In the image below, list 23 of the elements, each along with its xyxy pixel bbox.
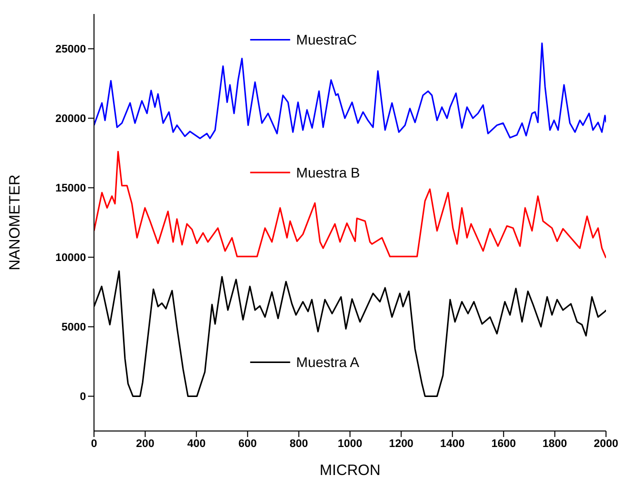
legend-label: Muestra B bbox=[296, 164, 360, 180]
x-tick-label: 1800 bbox=[542, 438, 568, 450]
x-tick-label: 1200 bbox=[388, 438, 414, 450]
y-tick-label: 5000 bbox=[62, 322, 86, 334]
x-tick-label: 800 bbox=[290, 438, 308, 450]
y-tick-label: 0 bbox=[80, 391, 86, 404]
x-tick-label: 1600 bbox=[491, 438, 516, 450]
x-tick-label: 1400 bbox=[440, 438, 465, 450]
legend-label: Muestra A bbox=[296, 354, 360, 370]
y-tick-label: 25000 bbox=[55, 44, 86, 56]
x-tick-label: 1000 bbox=[338, 438, 362, 450]
x-tick-label: 400 bbox=[187, 438, 206, 450]
legend-label: MuestraC bbox=[296, 32, 357, 48]
line-series bbox=[94, 150, 606, 259]
x-tick-label: 0 bbox=[90, 438, 98, 450]
y-tick-label: 15000 bbox=[55, 182, 86, 195]
x-tick-label: 600 bbox=[238, 438, 257, 450]
x-tick-label: 2000 bbox=[594, 438, 618, 450]
y-tick-label: 20000 bbox=[55, 113, 86, 126]
y-tick-label: 10000 bbox=[55, 252, 86, 264]
y-axis-title: NANOMETER bbox=[6, 174, 24, 270]
x-tick-label: 200 bbox=[136, 438, 154, 450]
x-axis-title: MICRON bbox=[320, 462, 380, 479]
